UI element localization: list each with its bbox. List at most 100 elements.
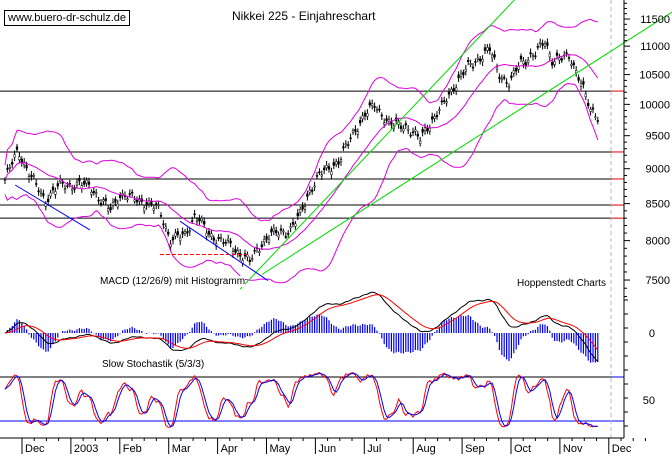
price-candle-94 [229, 240, 232, 244]
price-candle-185 [447, 91, 451, 95]
price-candle-155 [375, 109, 379, 111]
price-candle-124 [301, 205, 304, 210]
price-candle-201 [486, 47, 489, 51]
price-candle-58 [143, 207, 146, 212]
macd-label: MACD (12/26/9) mit Histogramm [100, 276, 246, 287]
price-candle-45 [111, 202, 115, 206]
price-candle-38 [95, 192, 98, 194]
price-candle-152 [368, 102, 371, 106]
price-candle-6 [18, 156, 21, 161]
y-tick-label: 9000 [646, 164, 670, 176]
price-candle-86 [210, 233, 213, 237]
price-candle-193 [467, 60, 470, 62]
x-tick-label: Jul [367, 443, 381, 455]
price-candle-41 [102, 199, 105, 202]
price-candle-70 [171, 236, 175, 241]
price-candle-207 [500, 78, 503, 81]
price-candle-48 [119, 194, 122, 198]
price-candle-47 [116, 203, 119, 208]
price-candle-129 [313, 185, 316, 188]
price-candle-10 [27, 176, 31, 179]
price-candle-247 [596, 120, 599, 122]
site-label[interactable]: www.buero-dr-schulz.de [4, 10, 130, 26]
y-tick-label: 11500 [640, 14, 670, 26]
price-candle-158 [383, 122, 386, 125]
price-candle-103 [251, 258, 254, 260]
price-candle-135 [327, 166, 331, 170]
price-candle-213 [515, 68, 518, 72]
price-candle-68 [167, 231, 170, 235]
price-candle-4 [13, 154, 16, 158]
y-tick-label: 7500 [646, 275, 670, 287]
price-candle-235 [567, 57, 571, 59]
price-candle-55 [135, 199, 139, 203]
price-candle-242 [584, 93, 587, 98]
price-candle-35 [87, 181, 91, 185]
price-candle-2 [8, 167, 11, 169]
bollinger-middle [4, 54, 599, 250]
x-tick-label: Sep [465, 443, 485, 455]
x-tick-label: Aug [416, 443, 436, 455]
price-candle-149 [361, 115, 364, 120]
price-candle-225 [543, 43, 547, 47]
price-candle-101 [246, 254, 249, 258]
price-candle-176 [426, 127, 429, 132]
price-candle-11 [30, 174, 33, 177]
price-candle-211 [510, 75, 513, 78]
price-candle-73 [179, 237, 182, 242]
x-tick-label: Jun [318, 443, 336, 455]
chart-title: Nikkei 225 - Einjahreschart [232, 9, 376, 23]
price-candle-97 [236, 250, 239, 254]
y-tick-label: 11000 [640, 41, 670, 53]
price-candle-224 [541, 43, 544, 46]
price-candle-95 [231, 251, 235, 255]
trendline-2 [14, 184, 91, 231]
price-candle-215 [519, 55, 523, 60]
stoch-mid-label: 50 [643, 395, 655, 407]
price-candle-192 [464, 68, 467, 72]
price-candle-165 [399, 125, 403, 129]
price-candle-196 [474, 61, 477, 63]
x-tick-label: Dec [612, 443, 632, 455]
y-tick-label: 10000 [639, 99, 670, 111]
price-candle-151 [366, 113, 369, 117]
price-candle-138 [335, 161, 338, 165]
price-candle-137 [332, 162, 335, 166]
price-candle-112 [272, 227, 275, 232]
price-candle-21 [54, 191, 57, 195]
y-tick-label: 9500 [646, 131, 670, 143]
price-candle-89 [217, 237, 220, 239]
source-label: Hoppenstedt Charts [517, 278, 606, 289]
price-candle-241 [582, 81, 585, 85]
price-candle-92 [224, 241, 227, 244]
price-candle-65 [159, 215, 163, 217]
price-candle-44 [109, 206, 112, 211]
price-candle-27 [68, 182, 71, 185]
price-candle-214 [517, 66, 520, 70]
y-tick-label: 8500 [646, 199, 670, 211]
price-candle-167 [404, 123, 407, 126]
price-candle-93 [227, 238, 230, 241]
price-candle-156 [378, 108, 381, 111]
price-candle-204 [493, 54, 496, 58]
price-candle-177 [428, 128, 431, 132]
price-candle-157 [380, 114, 383, 117]
price-candle-64 [157, 204, 160, 207]
price-candle-91 [222, 242, 225, 244]
price-candle-230 [555, 52, 559, 56]
price-candle-121 [294, 223, 297, 227]
price-candle-119 [289, 226, 292, 229]
price-candle-191 [462, 72, 465, 76]
price-candle-108 [263, 239, 266, 243]
price-candle-18 [47, 198, 50, 203]
price-candle-76 [186, 231, 189, 234]
price-candle-136 [330, 171, 333, 175]
price-candle-115 [279, 228, 283, 231]
price-candle-16 [42, 193, 45, 196]
price-candle-198 [479, 58, 482, 62]
price-candle-78 [191, 220, 194, 222]
price-candle-130 [315, 175, 319, 177]
price-candle-240 [579, 83, 583, 87]
price-candle-36 [90, 192, 93, 195]
x-tick-label: Mar [172, 443, 191, 455]
